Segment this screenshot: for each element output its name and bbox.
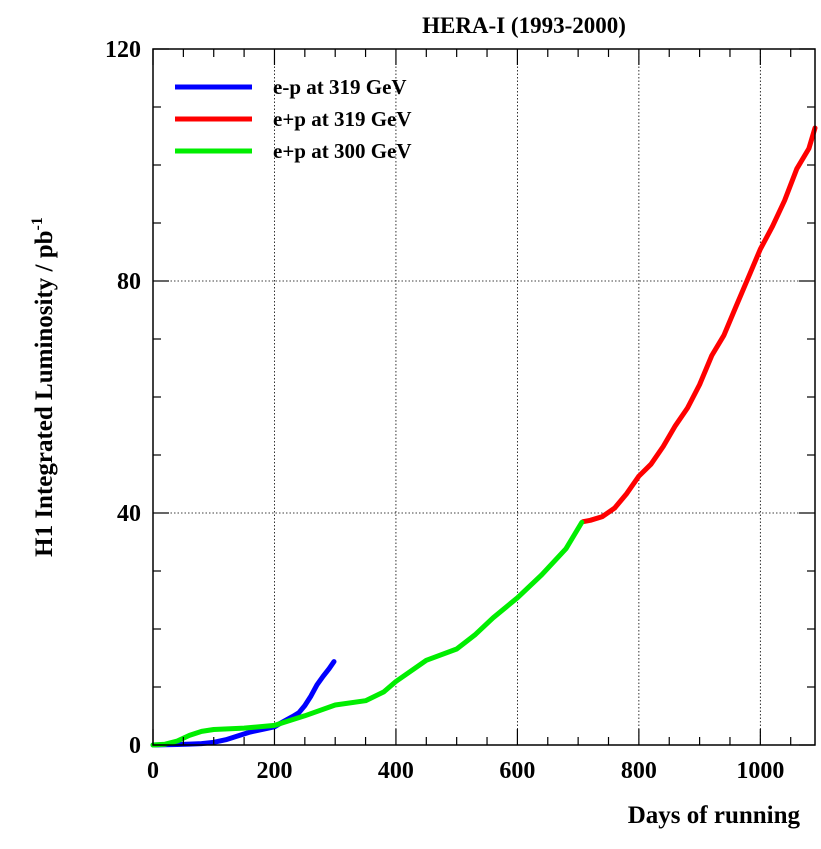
y-axis-title-text: H1 Integrated Luminosity / pb bbox=[31, 230, 58, 556]
axis-ticks bbox=[152, 48, 815, 746]
series-layer bbox=[150, 125, 818, 748]
x-tick-label: 1000 bbox=[736, 758, 784, 784]
legend-label: e+p at 319 GeV bbox=[273, 107, 412, 131]
plot-frame bbox=[152, 48, 816, 746]
series-line bbox=[150, 659, 337, 748]
legend: e-p at 319 GeV e+p at 319 GeV e+p at 300 G… bbox=[175, 75, 412, 163]
legend-label: e+p at 300 GeV bbox=[273, 139, 412, 163]
x-axis-title: Days of running bbox=[628, 802, 801, 829]
series-line bbox=[150, 519, 585, 748]
chart-title: HERA-I (1993-2000) bbox=[422, 13, 626, 38]
tick-labels: 0 200 400 600 800 1000 0 40 80 120 bbox=[105, 37, 784, 784]
series-line bbox=[580, 125, 818, 525]
x-tick-label: 600 bbox=[499, 758, 535, 784]
y-tick-label: 40 bbox=[117, 501, 141, 527]
y-axis-title: H1 Integrated Luminosity / pb-1 bbox=[29, 217, 58, 557]
y-axis-title-superscript: -1 bbox=[29, 217, 46, 230]
x-tick-label: 400 bbox=[378, 758, 414, 784]
y-tick-label: 0 bbox=[129, 733, 141, 759]
x-tick-label: 800 bbox=[621, 758, 657, 784]
x-tick-label: 200 bbox=[256, 758, 292, 784]
x-tick-label: 0 bbox=[147, 758, 159, 784]
y-tick-label: 80 bbox=[117, 269, 141, 295]
y-tick-label: 120 bbox=[105, 37, 141, 63]
legend-label: e-p at 319 GeV bbox=[273, 75, 407, 99]
grid bbox=[153, 49, 815, 745]
